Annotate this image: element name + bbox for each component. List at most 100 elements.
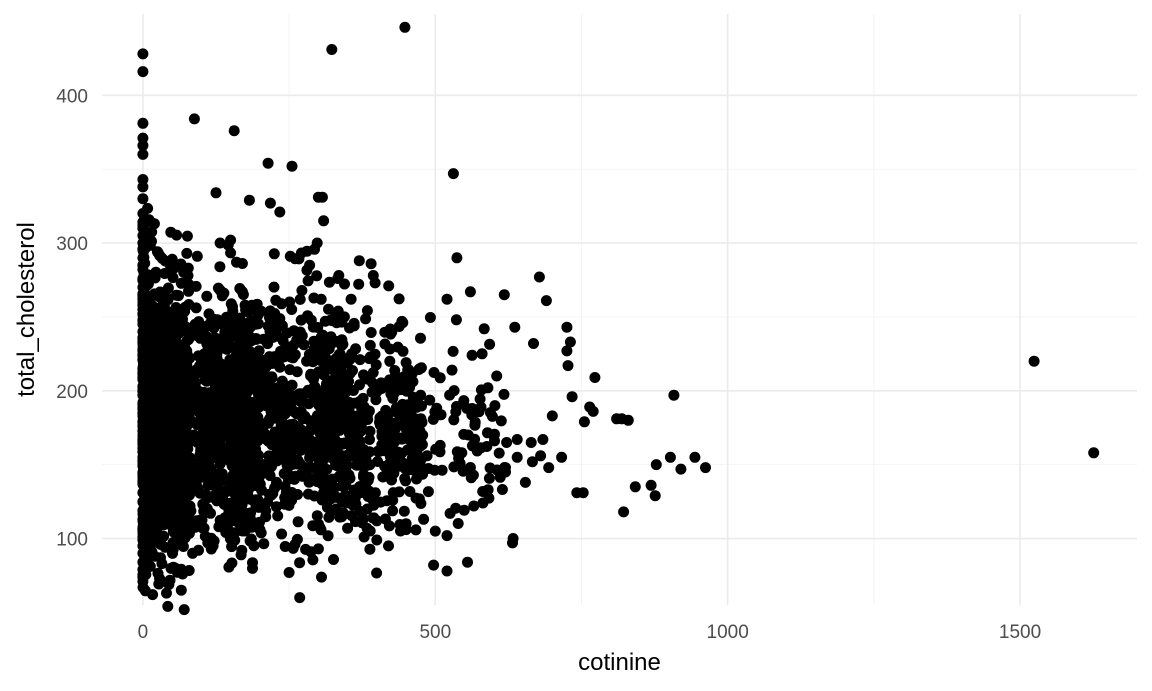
data-point: [157, 400, 168, 412]
data-point: [412, 426, 424, 438]
data-point: [276, 528, 288, 540]
data-point: [397, 457, 409, 469]
data-point: [395, 408, 407, 420]
data-point: [318, 215, 330, 227]
data-point: [342, 400, 353, 412]
data-point: [302, 275, 314, 287]
data-point: [344, 450, 356, 462]
data-point: [206, 411, 218, 423]
data-point: [328, 554, 339, 565]
data-point: [166, 544, 178, 556]
data-point: [314, 367, 326, 379]
data-point: [441, 530, 453, 542]
data-point: [484, 338, 496, 350]
data-point: [137, 456, 149, 468]
data-point: [156, 253, 168, 264]
data-point: [278, 396, 290, 408]
data-point: [372, 445, 384, 457]
data-point: [173, 314, 185, 326]
data-point: [418, 513, 430, 525]
data-point: [335, 355, 347, 367]
data-point: [474, 393, 486, 405]
data-point: [265, 456, 277, 468]
data-point: [471, 445, 483, 457]
data-point: [137, 496, 149, 508]
data-point: [235, 354, 247, 365]
data-point: [501, 437, 513, 448]
data-point: [304, 415, 316, 427]
data-point: [264, 470, 276, 482]
data-point: [407, 376, 419, 388]
data-point: [223, 503, 234, 514]
data-point: [353, 441, 365, 453]
data-point: [162, 600, 174, 612]
data-point: [347, 499, 359, 511]
data-point: [163, 356, 175, 368]
data-point: [441, 293, 453, 305]
data-point: [274, 313, 286, 325]
data-point: [315, 331, 327, 343]
data-point: [259, 386, 271, 398]
data-point: [511, 434, 523, 445]
data-point: [315, 443, 327, 455]
data-point: [372, 456, 384, 467]
data-point: [283, 567, 295, 578]
data-point: [668, 389, 680, 401]
data-point: [268, 248, 280, 260]
data-point: [179, 451, 191, 463]
data-point: [203, 455, 215, 466]
data-point: [396, 433, 408, 445]
data-point: [200, 399, 212, 410]
data-point: [543, 462, 555, 474]
data-point: [173, 290, 184, 302]
data-point: [411, 473, 422, 485]
data-point: [151, 521, 163, 533]
data-point: [294, 326, 306, 338]
data-point: [556, 451, 568, 463]
data-point: [371, 385, 383, 397]
data-point: [491, 464, 503, 476]
data-point: [250, 318, 262, 330]
data-point: [137, 66, 149, 78]
data-point: [147, 589, 159, 601]
data-point: [416, 400, 427, 412]
data-point: [399, 400, 411, 412]
data-point: [176, 399, 188, 411]
data-point: [225, 528, 237, 540]
data-point: [489, 400, 501, 412]
data-point: [352, 459, 363, 471]
data-point: [298, 426, 310, 438]
data-point: [348, 484, 360, 496]
data-point: [150, 431, 162, 443]
data-point: [183, 565, 195, 576]
data-point: [276, 298, 288, 310]
data-point: [318, 400, 330, 412]
data-point: [181, 230, 193, 242]
data-point: [137, 222, 149, 234]
data-point: [364, 543, 376, 555]
data-point: [483, 472, 495, 484]
data-point: [421, 450, 433, 462]
data-point: [342, 522, 354, 534]
data-point: [167, 522, 179, 534]
data-point: [399, 21, 411, 33]
data-point: [325, 331, 337, 343]
data-point: [146, 459, 158, 471]
data-point: [232, 454, 244, 466]
data-point: [469, 419, 481, 431]
data-point: [397, 317, 409, 329]
data-point: [358, 531, 370, 543]
data-point: [379, 513, 391, 525]
data-point: [498, 388, 510, 400]
data-point: [207, 540, 219, 552]
data-point: [246, 472, 258, 484]
data-point: [268, 393, 280, 405]
data-point: [528, 338, 539, 349]
data-point: [274, 206, 286, 218]
y-tick-label: 400: [56, 86, 88, 107]
data-point: [336, 340, 348, 351]
data-point: [157, 305, 169, 317]
y-tick-label: 300: [56, 234, 88, 255]
data-point: [193, 544, 204, 556]
data-point: [218, 341, 230, 352]
